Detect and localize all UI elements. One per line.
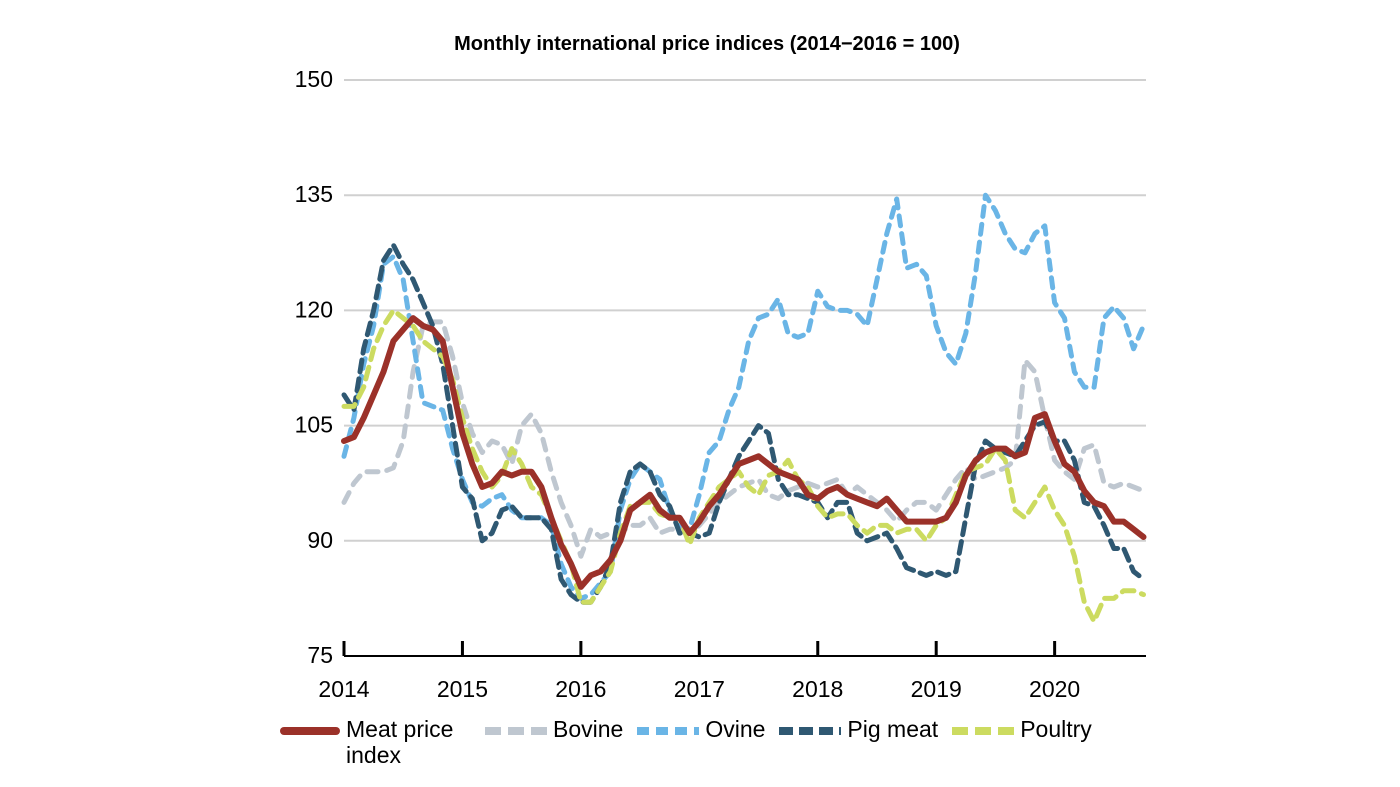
y-tick-label: 90 (307, 527, 333, 553)
series-line-meat-price-index (341, 315, 1147, 590)
legend-item-pig: Pig meat (779, 716, 938, 742)
legend-label-meat: Meat price index (346, 716, 454, 768)
legend-item-poultry: Poultry (952, 716, 1092, 742)
y-tick-label: 105 (295, 412, 333, 438)
y-tick-label: 120 (295, 296, 333, 322)
legend-label-pig: Pig meat (847, 716, 939, 742)
legend-label-ovine: Ovine (705, 716, 766, 742)
y-tick-label: 75 (307, 642, 333, 668)
series-line-bovine (341, 319, 1146, 559)
x-tick-label: 2018 (792, 676, 843, 702)
legend-item-ovine: Ovine (637, 716, 765, 742)
y-tick-label: 150 (295, 66, 333, 92)
x-tick-label: 2017 (674, 676, 725, 702)
legend-swatch-ovine (637, 727, 700, 735)
legend-swatch-bovine (485, 727, 547, 735)
legend-label-bovine: Bovine (553, 716, 624, 742)
x-tick-label: 2020 (1029, 676, 1080, 702)
series-line-poultry (341, 307, 1146, 624)
legend-swatch-meat (280, 727, 340, 735)
chart-title: Monthly international price indices (201… (454, 33, 960, 55)
x-tick-label: 2014 (318, 676, 369, 702)
legend-swatch-pig (779, 727, 842, 735)
legend-label-poultry: Poultry (1020, 716, 1092, 742)
legend: Meat price index Bovine Ovine Pig meat Po… (280, 716, 1106, 768)
series-line-ovine (341, 192, 1146, 601)
legend-item-bovine: Bovine (485, 716, 623, 742)
x-tick-label: 2019 (911, 676, 962, 702)
legend-swatch-poultry (952, 727, 1015, 735)
x-tick-label: 2015 (437, 676, 488, 702)
y-tick-label: 135 (295, 181, 333, 207)
legend-item-meat: Meat price index (280, 716, 471, 768)
x-tick-label: 2016 (555, 676, 606, 702)
